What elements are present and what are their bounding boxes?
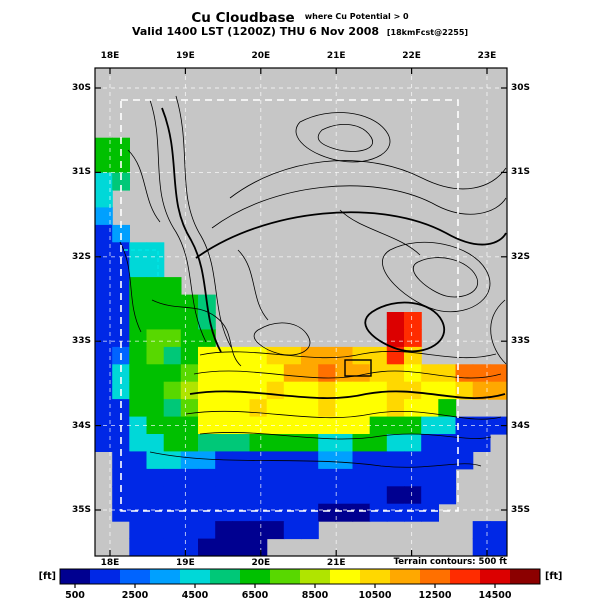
model-run-note: [18kmFcst@2255] (386, 28, 469, 37)
colorbar-tick-label: 8500 (302, 590, 329, 600)
model-domain-boundary (120, 99, 459, 512)
axis-ticks (95, 68, 507, 556)
y-axis-label-left: 35S (71, 505, 91, 515)
y-axis-label-right: 32S (511, 251, 531, 262)
x-axis-label-top: 20E (251, 51, 271, 61)
colorbar: 500 2500 4500 6500 8500 10500 12500 14500 (59, 568, 541, 600)
x-axis-label-top: 22E (402, 51, 421, 61)
title-line: Cu Cloudbase where Cu Potential > 0 (0, 7, 600, 26)
contour-box-marker (344, 359, 372, 377)
colorbar-tick-label: 14500 (478, 590, 511, 600)
terrain-contours (119, 95, 507, 468)
colorbar-tick-label: 12500 (418, 590, 451, 600)
valid-time-line: Valid 1400 LST (1200Z) THU 6 Nov 2008 [1… (0, 25, 600, 38)
y-axis-label-right: 33S (511, 336, 531, 347)
colorbar-tick-label: 2500 (122, 590, 149, 600)
y-axis-label-left: 33S (71, 336, 91, 347)
y-axis-label-left: 30S (71, 83, 91, 93)
colorbar-unit-left: [ft] (38, 571, 56, 582)
x-axis-label-bottom: 19E (176, 558, 195, 568)
chart-title: Cu Cloudbase (191, 10, 295, 26)
x-axis-label-top: 18E (100, 51, 120, 61)
y-axis-label-right: 35S (511, 505, 531, 515)
x-axis-label-bottom: 20E (251, 558, 271, 568)
colorbar-tick-label: 500 (65, 590, 85, 600)
colorbar-tick-label: 6500 (242, 590, 269, 600)
x-axis-label-top: 23E (477, 51, 497, 61)
y-axis-label-right: 34S (511, 420, 531, 431)
x-axis-label-bottom: 18E (100, 558, 120, 568)
x-axis-label-top: 21E (326, 51, 346, 61)
map-frame (94, 67, 508, 557)
y-axis-label-left: 34S (71, 420, 91, 431)
valid-time-text: Valid 1400 LST (1200Z) THU 6 Nov 2008 (131, 25, 380, 38)
x-axis-label-top: 19E (176, 51, 195, 61)
terrain-contours-note: Terrain contours: 500 ft (393, 557, 507, 567)
y-axis-label-right: 30S (511, 83, 531, 93)
chart-title-note: where Cu Potential > 0 (304, 12, 409, 21)
y-axis-label-right: 31S (511, 167, 531, 178)
colorbar-tick-label: 4500 (182, 590, 209, 600)
cyan-dashed-line (124, 249, 159, 276)
y-axis-label-left: 32S (71, 251, 91, 262)
colorbar-unit-right: [ft] (545, 571, 563, 582)
y-axis-label-left: 31S (71, 167, 91, 178)
colorbar-tick-label: 10500 (358, 590, 391, 600)
x-axis-label-bottom: 21E (326, 558, 346, 568)
